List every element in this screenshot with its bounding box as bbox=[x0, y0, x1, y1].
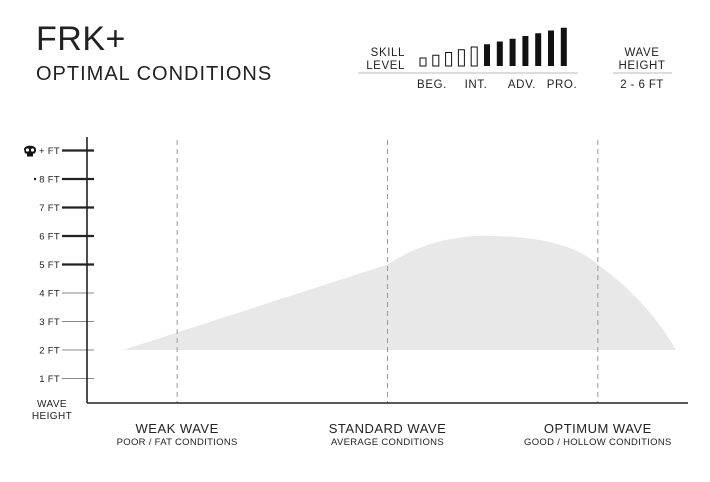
category-sublabel: AVERAGE CONDITIONS bbox=[331, 437, 444, 448]
y-tick-label-bg bbox=[36, 230, 62, 242]
y-tick-label-bg bbox=[36, 258, 62, 271]
y-tick-label-bg bbox=[36, 287, 62, 299]
skill-level-label: ADV. bbox=[508, 79, 536, 91]
y-tick-label-bg bbox=[36, 201, 62, 214]
y-tick-label-bg bbox=[36, 173, 62, 185]
category-label: OPTIMUM WAVE bbox=[544, 421, 652, 436]
skill-bar bbox=[432, 54, 440, 67]
skill-bar bbox=[457, 49, 465, 67]
y-tick-label: 2 FT bbox=[39, 346, 60, 357]
optimal-conditions-area bbox=[123, 235, 676, 350]
category-sublabel: POOR / FAT CONDITIONS bbox=[117, 437, 238, 448]
skill-bar bbox=[535, 33, 542, 66]
category-label: WEAK WAVE bbox=[136, 421, 219, 436]
y-tick-label: 6 FT bbox=[39, 232, 60, 243]
wave-height-label-line2: HEIGHT bbox=[618, 60, 665, 72]
skill-level-label: PRO. bbox=[547, 79, 578, 91]
wave-height-label-line1: WAVE bbox=[625, 47, 660, 59]
chart-subtitle: OPTIMAL CONDITIONS bbox=[36, 63, 273, 85]
y-tick-label: 7 FT bbox=[39, 203, 60, 214]
skill-level-label: INT. bbox=[465, 79, 488, 91]
y-tick-label: 8 FT bbox=[39, 175, 60, 186]
y-tick-label-bg bbox=[36, 344, 62, 356]
skill-bar bbox=[470, 46, 478, 67]
skill-bar bbox=[560, 27, 567, 66]
wave-height-legend: WAVE HEIGHT 2 - 6 FT bbox=[613, 47, 672, 91]
skill-bar bbox=[496, 41, 503, 66]
category-sublabel: GOOD / HOLLOW CONDITIONS bbox=[524, 437, 672, 448]
y-tick-label: 3 FT bbox=[39, 317, 60, 328]
y-tick-label: 5 FT bbox=[39, 260, 60, 271]
skill-bar bbox=[445, 52, 453, 67]
y-axis-label-line2: HEIGHT bbox=[32, 411, 72, 422]
wave-height-value: 2 - 6 FT bbox=[620, 79, 663, 91]
skill-level-legend: SKILL LEVEL BEG. INT. ADV. PRO. bbox=[358, 27, 578, 91]
y-tick-label: + FT bbox=[39, 146, 60, 157]
skill-bar bbox=[509, 38, 516, 66]
y-tick-label-bg bbox=[36, 315, 62, 328]
skull-icon bbox=[24, 145, 36, 157]
skill-bar bbox=[522, 36, 529, 66]
y-tick-label-bg bbox=[36, 372, 62, 385]
chart-title: FRK+ bbox=[36, 20, 126, 58]
skill-label-line2: LEVEL bbox=[366, 60, 405, 72]
category-label: STANDARD WAVE bbox=[329, 421, 447, 436]
y-tick-label-bg bbox=[36, 144, 62, 157]
skill-bar bbox=[548, 30, 554, 66]
y-tick-label: 4 FT bbox=[39, 289, 60, 300]
y-axis-label-line1: WAVE bbox=[37, 399, 67, 410]
y-tick-label: 1 FT bbox=[39, 374, 60, 385]
skill-label-line1: SKILL bbox=[371, 47, 405, 59]
skill-level-label: BEG. bbox=[417, 79, 447, 91]
skill-bar bbox=[484, 44, 490, 66]
skill-bar bbox=[419, 57, 427, 67]
